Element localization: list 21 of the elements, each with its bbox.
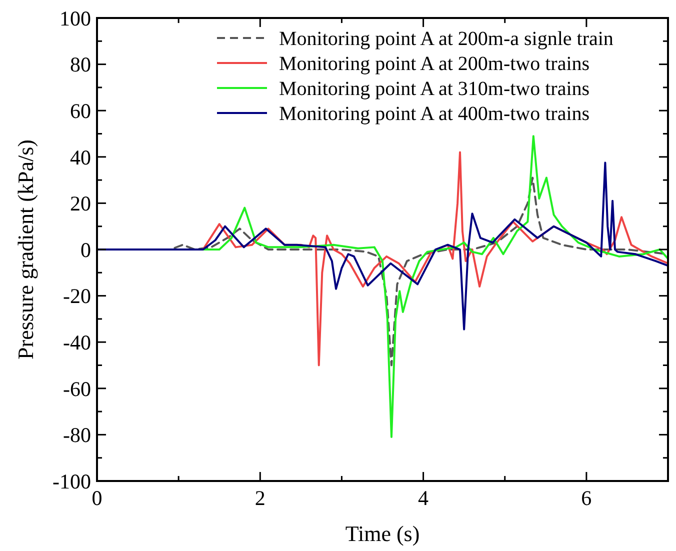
x-tick-label: 2: [254, 486, 266, 510]
y-tick-label: 40: [70, 145, 91, 170]
legend-label: Monitoring point A at 310m-two trains: [279, 78, 590, 100]
y-tick-label: 100: [60, 6, 91, 30]
legend-label: Monitoring point A at 200m-two trains: [279, 53, 590, 75]
y-tick-label: 80: [70, 52, 91, 77]
y-tick-label: -100: [52, 469, 91, 494]
y-tick-label: -80: [63, 423, 91, 448]
y-tick-label: 60: [70, 98, 91, 123]
x-axis-title: Time (s): [345, 521, 420, 546]
line-series: [96, 162, 669, 330]
y-tick-label: 20: [70, 192, 91, 216]
y-tick-label: -40: [63, 330, 91, 354]
y-tick-label: -20: [63, 284, 91, 308]
legend-label: Monitoring point A at 400m-two trains: [279, 103, 590, 125]
y-axis-title: Pressure gradient (kPa/s): [13, 140, 38, 360]
y-tick-label: 0: [80, 238, 91, 262]
x-tick-label: 4: [418, 486, 430, 510]
y-tick-label: -60: [63, 376, 91, 401]
legend-label: Monitoring point A at 200m-a signle train: [279, 28, 614, 50]
x-tick-label: 6: [581, 486, 592, 510]
